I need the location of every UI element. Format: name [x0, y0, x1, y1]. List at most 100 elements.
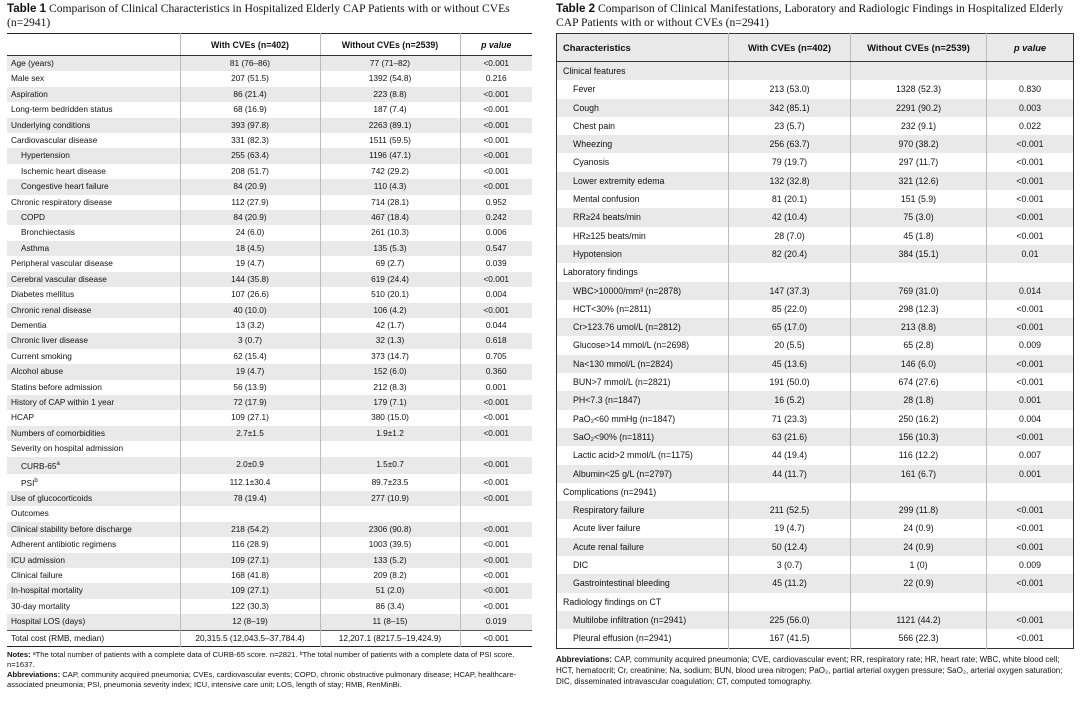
table1-row-label: Asthma	[7, 240, 181, 257]
table1-without-cves-cell: 619 (24.4)	[320, 271, 461, 288]
table1-row: Age (years) 81 (76–86) 77 (71–82) <0.001	[7, 55, 532, 72]
table1-with-cves-cell: 116 (28.9)	[180, 537, 321, 553]
table2-with-cves-cell	[728, 263, 851, 282]
table2-row-label: Multilobe infiltration (n=2941)	[556, 610, 729, 630]
table2-without-cves-cell: 321 (12.6)	[850, 171, 987, 191]
table2-row: BUN>7 mmol/L (n=2821) 191 (50.0) 674 (27.6…	[556, 373, 1074, 392]
table2-with-cves-cell: 342 (85.1)	[728, 98, 851, 117]
table2-with-cves-cell: 50 (12.4)	[728, 537, 851, 557]
table1-row: Chronic liver disease 3 (0.7) 32 (1.3) 0.61…	[7, 333, 532, 349]
table2-with-cves-cell	[728, 61, 851, 81]
table1-with-cves-cell: 3 (0.7)	[180, 333, 321, 349]
table2-row: Acute liver failure 19 (4.7) 24 (0.9) <0.00…	[556, 519, 1074, 538]
table1-with-cves-cell: 331 (82.3)	[180, 133, 321, 149]
table1-with-cves-cell: 24 (6.0)	[180, 225, 321, 241]
table1-p-value-cell: <0.001	[483, 150, 510, 161]
table2-row-label: Albumin<25 g/L (n=2797)	[556, 464, 729, 483]
table2-without-cves-cell	[850, 61, 987, 81]
table2-p-value-cell: <0.001	[1016, 614, 1044, 625]
table2-with-cves-cell: 85 (22.0)	[728, 299, 851, 319]
table2-row-label: Lower extremity edema	[556, 171, 729, 191]
table1-row: Peripheral vascular disease 19 (4.7) 69 (2…	[7, 256, 532, 272]
table1-without-cves-cell: 1.5±0.7	[320, 456, 461, 474]
table2-with-cves-cell: 81 (20.1)	[728, 190, 851, 209]
table1-with-cves-cell: 109 (27.1)	[180, 410, 321, 426]
table1-notes-text: ᵃThe total number of patients with a com…	[7, 649, 515, 669]
table1-row: Hospital LOS (days) 12 (8–19) 11 (8–15) 0.0…	[7, 614, 532, 631]
table1-row-label: Diabetes mellitus	[7, 287, 181, 303]
table1-row: PSIb 112.1±30.4 89.7±23.5 <0.001	[7, 473, 532, 491]
table2-without-cves-cell	[850, 482, 987, 502]
table1-row: Congestive heart failure 84 (20.9) 110 (4.…	[7, 179, 532, 195]
table2-row-label: Laboratory findings	[556, 263, 729, 282]
table1-row: Clinical failure 168 (41.8) 209 (8.2) <0.00…	[7, 567, 532, 584]
table2-row-label: HCT<30% (n=2811)	[556, 299, 729, 319]
table2-notes: Abbreviations: CAP, community acquired p…	[556, 654, 1073, 687]
table1-with-cves-cell: 144 (35.8)	[180, 271, 321, 288]
table2-without-cves-cell: 151 (5.9)	[850, 190, 987, 209]
table2-row: Complications (n=2941)	[556, 482, 1074, 502]
table1-header-cell	[7, 33, 181, 56]
table1-row-label: Outcomes	[7, 506, 181, 522]
table1-row-label: Hospital LOS (days)	[7, 614, 181, 631]
table2-row: Mental confusion 81 (20.1) 151 (5.9) <0.001	[556, 190, 1074, 209]
table1-row-label: Use of glucocorticoids	[7, 490, 181, 507]
table2-row-label: Mental confusion	[556, 190, 729, 209]
table2-row: Multilobe infiltration (n=2941) 225 (56.0…	[556, 610, 1074, 630]
table1-row-label: Numbers of comorbidities	[7, 425, 181, 442]
table2-with-cves-cell: 3 (0.7)	[728, 556, 851, 575]
table2-without-cves-cell: 384 (15.1)	[850, 244, 987, 264]
table1-row: Cerebral vascular disease 144 (35.8) 619 (…	[7, 271, 532, 288]
table1-with-cves-cell: 78 (19.4)	[180, 490, 321, 507]
table1-without-cves-cell: 1003 (39.5)	[320, 537, 461, 553]
table1-row: ICU admission 109 (27.1) 133 (5.2) <0.001	[7, 552, 532, 568]
table2-header-cell: Without CVEs (n=2539)	[850, 33, 987, 62]
table1-row: 30-day mortality 122 (30.3) 86 (3.4) <0.001	[7, 598, 532, 615]
table1-row-label: Congestive heart failure	[7, 179, 181, 195]
table1-p-value-cell: <0.001	[483, 304, 510, 315]
table2-without-cves-cell: 22 (0.9)	[850, 574, 987, 593]
table1-without-cves-cell: 179 (7.1)	[320, 394, 461, 411]
table1-panel: Table 1 Comparison of Clinical Character…	[7, 2, 532, 690]
table2-with-cves-cell: 213 (53.0)	[728, 80, 851, 99]
table1-row: Hypertension 255 (63.4) 1196 (47.1) <0.001	[7, 148, 532, 164]
table2-p-value-cell: <0.001	[1016, 505, 1044, 516]
table1-p-value-cell: <0.001	[483, 554, 510, 565]
table1-row: Statins before admission 56 (13.9) 212 (8.…	[7, 379, 532, 395]
table2-without-cves-cell: 250 (16.2)	[850, 409, 987, 428]
table1-with-cves-cell: 12 (8–19)	[180, 614, 321, 631]
table2-p-value-cell: <0.001	[1016, 139, 1044, 150]
table1-p-value-cell: <0.001	[483, 476, 510, 487]
table2-row-label: RR≥24 beats/min	[556, 208, 729, 227]
table1-without-cves-cell: 51 (2.0)	[320, 583, 461, 599]
table1-row-label: 30-day mortality	[7, 598, 181, 615]
table2-row-label: Pleural effusion (n=2941)	[556, 629, 729, 648]
table1-p-value-cell: <0.001	[483, 412, 510, 423]
table1-row: Underlying conditions 393 (97.8) 2263 (89.…	[7, 117, 532, 134]
table1-row: Severity on hospital admission	[7, 441, 532, 457]
table1-row: Chronic renal disease 40 (10.0) 106 (4.2) <…	[7, 302, 532, 318]
table2-p-value-cell: 0.830	[1018, 84, 1041, 95]
table1-abbr-text: CAP, community acquired pneumonia; CVEs,…	[7, 669, 517, 689]
table1-without-cves-cell: 261 (10.3)	[320, 225, 461, 241]
table2-with-cves-cell: 23 (5.7)	[728, 116, 851, 136]
table2-row: PaO₂<60 mmHg (n=1847) 71 (23.3) 250 (16.2)…	[556, 409, 1074, 428]
table1-p-value-cell: 0.006	[485, 227, 507, 238]
table2-p-value-cell: <0.001	[1016, 358, 1044, 369]
table2-row-label: Chest pain	[556, 116, 729, 136]
table2-p-value-cell: 0.014	[1018, 285, 1041, 296]
table2-row: WBC>10000/mm³ (n=2878) 147 (37.3) 769 (31.…	[556, 281, 1074, 300]
table2-row: Glucose>14 mmol/L (n=2698) 20 (5.5) 65 (2.…	[556, 336, 1074, 355]
table2-abbr-label: Abbreviations:	[556, 654, 613, 664]
table1-p-value-cell: <0.001	[483, 181, 510, 192]
table1-row: Long-term bedridden status 68 (16.9) 187 (…	[7, 102, 532, 118]
table1-row: Asthma 18 (4.5) 135 (5.3) 0.547	[7, 240, 532, 257]
table2-p-value-cell: 0.001	[1018, 468, 1041, 479]
table2-row-label: PaO₂<60 mmHg (n=1847)	[556, 409, 729, 428]
table1-row-label: Long-term bedridden status	[7, 102, 181, 118]
table1-without-cves-cell: 1.9±1.2	[320, 425, 461, 442]
table2-row: Clinical features	[556, 61, 1074, 81]
table1-row-label: Peripheral vascular disease	[7, 256, 181, 272]
table2-p-value-cell: 0.007	[1018, 450, 1041, 461]
table2-without-cves-cell: 45 (1.8)	[850, 226, 987, 245]
